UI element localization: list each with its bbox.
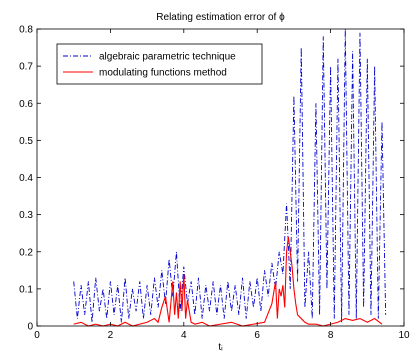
legend-entry-modulating: modulating functions method <box>99 68 227 79</box>
legend: algebraic parametric technique modulatin… <box>56 43 263 85</box>
series-line-algebraic <box>73 28 387 323</box>
series-layer <box>73 28 387 327</box>
x-tick-label: 2 <box>108 330 114 341</box>
x-tick-label: 8 <box>328 330 334 341</box>
y-tick-label: 0.6 <box>19 99 33 110</box>
x-axis: 0 2 4 6 8 10 <box>34 29 410 341</box>
legend-box <box>56 43 263 85</box>
y-tick-label: 0.8 <box>19 25 33 36</box>
y-tick-label: 0.1 <box>19 284 33 295</box>
y-axis: 0 0.1 0.2 0.3 0.4 0.5 0.6 0.7 0.8 <box>19 25 404 333</box>
y-tick-label: 0 <box>27 322 33 333</box>
y-tick-label: 0.5 <box>19 136 33 147</box>
x-tick-label: 10 <box>398 330 410 341</box>
y-tick-label: 0.2 <box>19 247 33 258</box>
series-line-modulating <box>73 236 383 327</box>
y-tick-label: 0.3 <box>19 210 33 221</box>
x-tick-label: 6 <box>254 330 260 341</box>
legend-entry-algebraic: algebraic parametric technique <box>99 52 236 63</box>
chart-title: Relating estimation error of ϕ <box>156 12 285 23</box>
x-axis-label: tᵢ <box>218 342 223 353</box>
y-tick-label: 0.7 <box>19 62 33 73</box>
x-tick-label: 0 <box>34 330 40 341</box>
x-tick-label: 4 <box>181 330 187 341</box>
y-tick-label: 0.4 <box>19 173 33 184</box>
